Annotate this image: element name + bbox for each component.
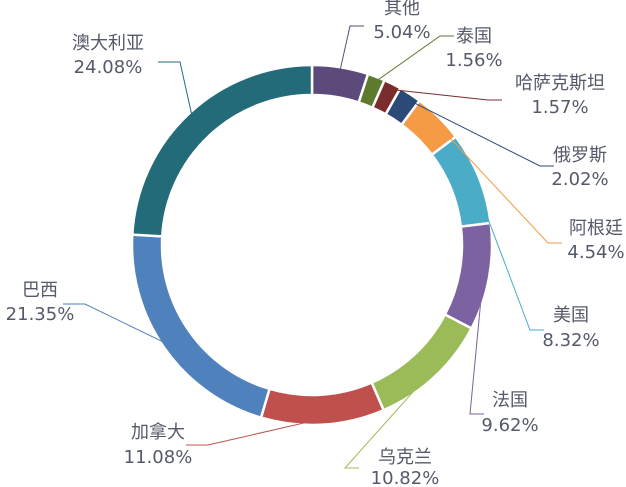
slice-thailand-leader-line <box>373 35 454 83</box>
slice-france-value-label: 9.62% <box>481 415 538 436</box>
slice-brazil-name-label: 巴西 <box>22 280 58 301</box>
slice-australia <box>130 63 314 238</box>
slice-other-name-label: 其他 <box>384 0 420 19</box>
slice-france <box>443 221 494 331</box>
slice-kazakhstan-value-label: 1.57% <box>531 97 588 118</box>
slice-canada-leader-line <box>186 418 323 446</box>
slice-brazil-value-label: 21.35% <box>6 304 75 325</box>
slice-usa-value-label: 8.32% <box>542 330 599 351</box>
slice-thailand-name-label: 泰国 <box>456 26 492 47</box>
slice-russia-leader-line <box>406 98 554 167</box>
slices-group <box>130 63 494 427</box>
slice-ukraine-name-label: 乌克兰 <box>378 447 432 468</box>
slice-australia-name-label: 澳大利亚 <box>72 33 144 54</box>
slice-australia-leader-line <box>158 61 194 119</box>
leader-lines-group <box>63 25 562 469</box>
slice-ukraine-value-label: 10.82% <box>371 468 440 487</box>
labels-group: 其他 5.04% 泰国 1.56% 哈萨克斯坦 1.57% 俄罗斯 2.02% 阿根廷 4.54%… <box>6 0 625 487</box>
slice-usa-leader-line <box>472 179 544 331</box>
slice-argentina-value-label: 4.54% <box>567 242 624 263</box>
slice-canada-value-label: 11.08% <box>124 447 193 468</box>
slice-other-leader-line <box>338 25 364 74</box>
slice-argentina-leader-line <box>434 121 562 244</box>
slice-ukraine <box>370 312 474 412</box>
slice-france-leader-line <box>469 276 484 415</box>
slice-brazil <box>130 233 272 420</box>
slice-argentina-name-label: 阿根廷 <box>569 218 623 239</box>
slice-kazakhstan-leader-line <box>389 88 502 101</box>
slice-france-name-label: 法国 <box>492 390 528 411</box>
slice-other-value-label: 5.04% <box>373 22 430 43</box>
slice-canada-name-label: 加拿大 <box>131 421 185 443</box>
slice-thailand-value-label: 1.56% <box>445 50 502 71</box>
slice-australia-value-label: 24.08% <box>74 57 143 78</box>
slice-kazakhstan-name-label: 哈萨克斯坦 <box>515 73 605 94</box>
slice-usa-name-label: 美国 <box>553 305 589 326</box>
slice-ukraine-leader-line <box>343 372 431 469</box>
slice-russia-value-label: 2.02% <box>551 169 608 190</box>
slice-brazil-leader-line <box>63 303 170 346</box>
slice-russia-name-label: 俄罗斯 <box>553 145 607 166</box>
